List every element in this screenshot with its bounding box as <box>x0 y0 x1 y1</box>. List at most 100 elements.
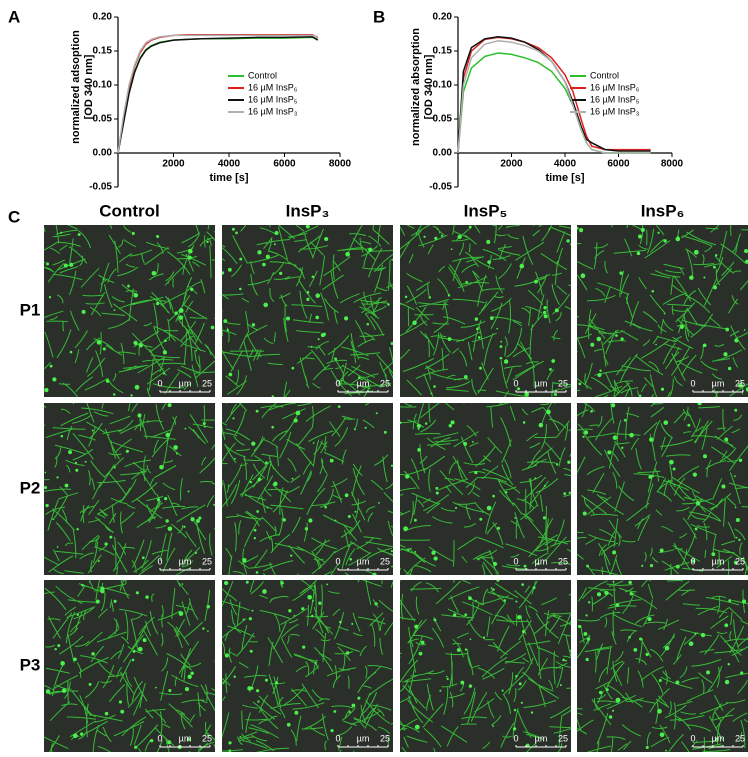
filament-node <box>162 350 167 355</box>
filament-node <box>347 515 351 519</box>
filament-node <box>590 342 595 347</box>
filament-node <box>286 722 291 727</box>
filament-node <box>728 599 732 603</box>
filament-node <box>88 682 92 686</box>
filament-node <box>543 314 548 319</box>
x-tick-label: 8000 <box>329 159 352 170</box>
filament-node <box>521 583 524 586</box>
filament-node <box>658 678 662 682</box>
filament-node <box>647 617 652 622</box>
filament-node <box>349 557 353 561</box>
filament-node <box>239 257 243 261</box>
filament-node <box>587 601 591 604</box>
filament-node <box>567 460 571 464</box>
filament-node <box>104 711 109 716</box>
filament-node <box>315 315 319 320</box>
filament-node <box>433 385 436 388</box>
filament-node <box>45 503 49 508</box>
x-axis-label: time [s] <box>545 172 584 184</box>
y-tick-label: 0.00 <box>433 148 453 159</box>
filament-node <box>745 387 748 392</box>
filament-node <box>477 558 480 561</box>
filament-node <box>633 648 638 652</box>
filament-node <box>113 466 116 469</box>
filament-node <box>525 743 530 748</box>
filament-node <box>608 715 613 719</box>
filament-node <box>232 417 235 420</box>
filaments <box>222 580 393 752</box>
filament-node <box>262 589 267 594</box>
filament-node <box>265 254 270 259</box>
panel-label: A <box>8 7 20 26</box>
filament-node <box>460 680 465 685</box>
filament-node <box>738 383 743 388</box>
column-header: InsP₆ <box>641 201 685 220</box>
filament-node <box>49 364 53 368</box>
filament-node <box>563 492 567 496</box>
filament-node <box>734 506 737 509</box>
filament-node <box>291 366 295 370</box>
filament-node <box>293 418 298 423</box>
filament-node <box>628 635 631 639</box>
legend-label: 16 µM InsP₅ <box>590 94 640 104</box>
filament-node <box>239 735 242 738</box>
filament-node <box>222 271 225 275</box>
filament-node <box>715 737 719 741</box>
filament-node <box>137 413 142 418</box>
filament-node <box>660 387 665 391</box>
filament-node <box>450 248 453 251</box>
micrograph <box>222 580 393 752</box>
filament-node <box>235 231 238 235</box>
filament-node <box>629 592 633 596</box>
filament-node <box>184 427 187 430</box>
filament-node <box>651 289 655 293</box>
filament-node <box>164 339 167 343</box>
scale-start: 0 <box>335 733 340 743</box>
filament-node <box>132 650 136 653</box>
filament-node <box>134 384 140 390</box>
filament-node <box>487 260 491 264</box>
filament-lines <box>400 225 571 397</box>
filament-node <box>612 580 615 583</box>
filament-node <box>734 338 739 343</box>
filament-node <box>105 379 110 383</box>
data-line <box>457 40 651 154</box>
filament-node <box>294 710 299 715</box>
filament-node <box>391 258 393 261</box>
filament-node <box>688 641 694 647</box>
filament-node <box>339 620 342 624</box>
filament-node <box>675 236 681 242</box>
filament-node <box>76 613 80 617</box>
filament-node <box>542 516 547 520</box>
filament-node <box>109 535 113 539</box>
scale-unit: µm <box>179 378 192 388</box>
filament-node <box>555 463 559 466</box>
filament-node <box>512 727 517 731</box>
scale-unit: µm <box>712 556 725 566</box>
filament-node <box>664 645 670 651</box>
filament-node <box>118 700 123 704</box>
filament-node <box>496 327 498 330</box>
filament-node <box>479 517 483 521</box>
filament-node <box>727 366 732 371</box>
filament-lines <box>222 403 393 575</box>
filament-node <box>345 651 350 655</box>
filament-node <box>636 251 641 256</box>
filament-node <box>351 703 356 708</box>
filament-node <box>183 525 186 528</box>
filament-node <box>612 435 618 440</box>
filaments <box>44 403 215 575</box>
filament-node <box>102 347 106 351</box>
filament-node <box>75 468 79 472</box>
legend-label: 16 µM InsP₆ <box>590 82 640 92</box>
filament-node <box>60 661 65 666</box>
filament-node <box>224 653 229 658</box>
scale-unit: µm <box>535 733 548 743</box>
filament-node <box>301 607 305 611</box>
filament-node <box>187 248 193 254</box>
scale-unit: µm <box>712 733 725 743</box>
filament-node <box>348 710 351 714</box>
filament-node <box>178 308 184 313</box>
filament-node <box>703 276 706 279</box>
filament-node <box>131 231 135 236</box>
